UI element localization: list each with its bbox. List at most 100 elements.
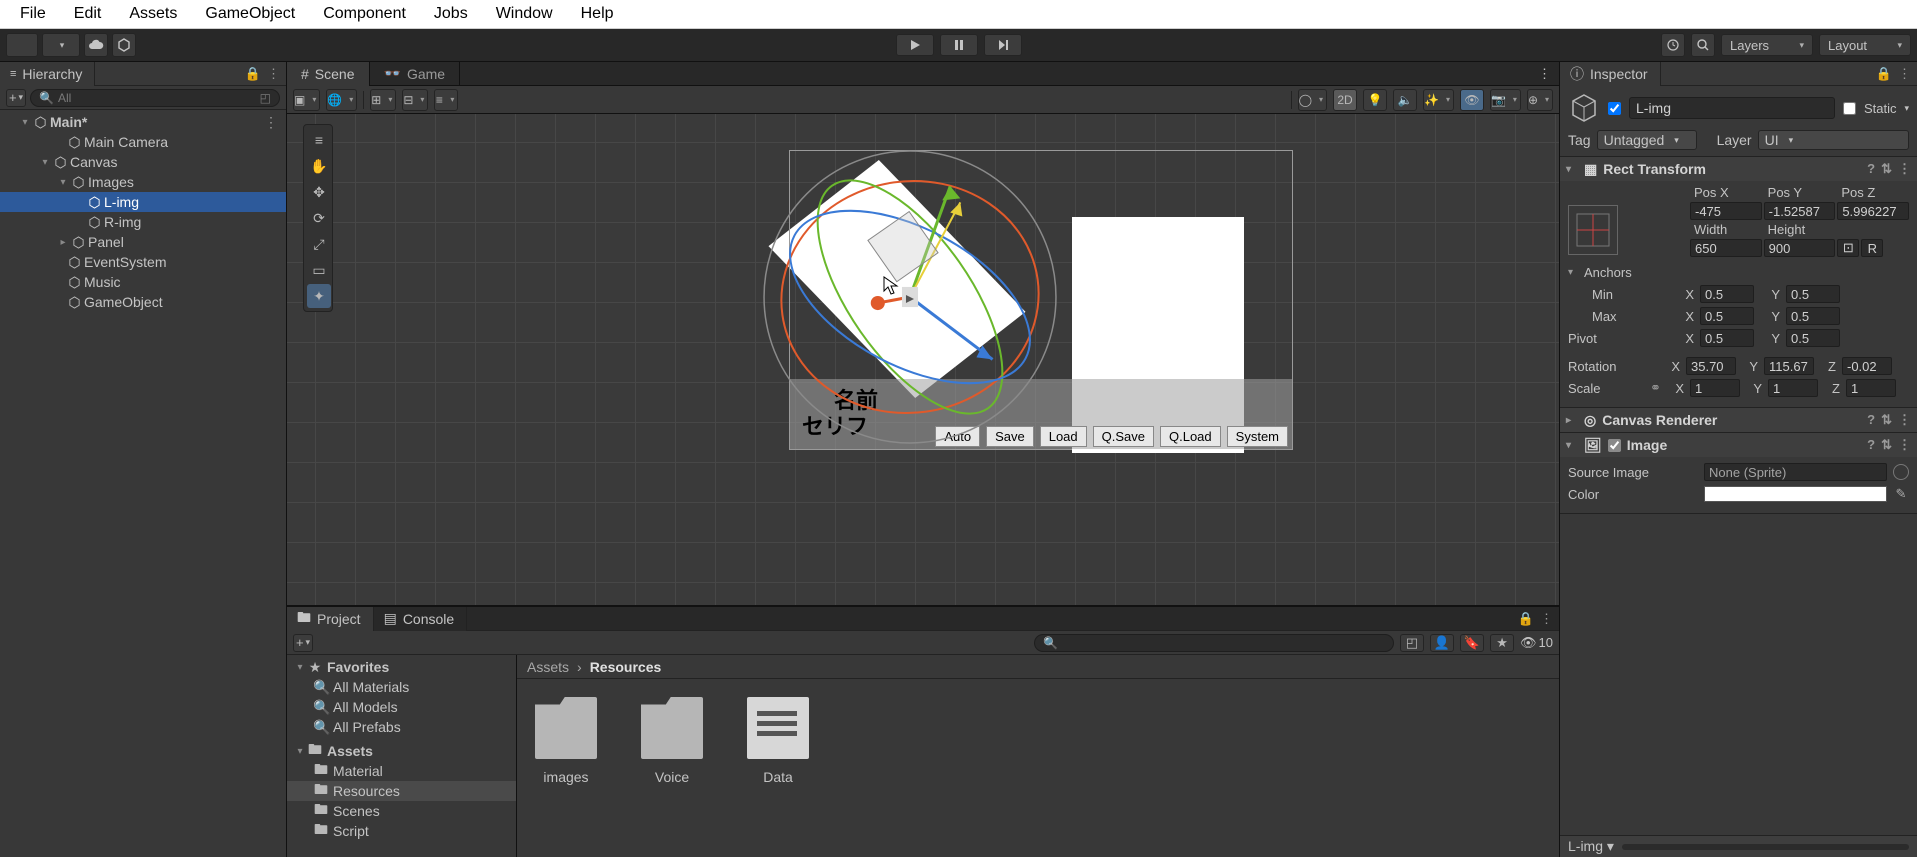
breadcrumb-current[interactable]: Resources — [590, 659, 662, 675]
help-icon[interactable]: ? — [1867, 161, 1875, 177]
drawmode-dropdown[interactable]: ▣ — [293, 89, 320, 111]
menu-assets[interactable]: Assets — [115, 1, 191, 27]
step-button[interactable] — [984, 34, 1022, 56]
filter-by-label-button[interactable]: 👤 — [1430, 634, 1454, 652]
component-menu-icon[interactable]: ⋮ — [1898, 161, 1911, 177]
eyedropper-button[interactable]: ✎ — [1893, 486, 1909, 502]
tree-row[interactable]: GameObject — [0, 292, 286, 312]
account-button[interactable] — [6, 33, 38, 57]
audio-toggle[interactable]: 🔈 — [1393, 89, 1417, 111]
hand-tool[interactable]: ✋ — [307, 154, 331, 178]
project-search-input[interactable]: 🔍 — [1034, 634, 1394, 652]
raw-edit-button[interactable]: R — [1861, 239, 1883, 257]
pivot-y-field[interactable]: 0.5 — [1786, 329, 1840, 347]
project-lock-icon[interactable]: 🔒 — [1518, 611, 1534, 627]
project-tab[interactable]: 🖿 Project — [287, 607, 374, 631]
expand-icon[interactable]: ▸ — [1566, 415, 1578, 426]
hierarchy-menu-icon[interactable]: ⋮ — [267, 66, 280, 82]
favorite-item[interactable]: 🔍All Materials — [287, 677, 516, 697]
tree-row[interactable]: Music — [0, 272, 286, 292]
blueprint-button[interactable]: ⊡ — [1837, 239, 1859, 257]
link-icon[interactable]: ⚭ — [1650, 380, 1666, 396]
inspector-lock-icon[interactable]: 🔒 — [1876, 66, 1892, 82]
rect-tool[interactable]: ▭ — [307, 258, 331, 282]
transform-tool[interactable]: ✦ — [307, 284, 331, 308]
anchor-min-y-field[interactable]: 0.5 — [1786, 285, 1840, 303]
expand-icon[interactable]: ▾ — [18, 117, 32, 128]
account-dropdown[interactable] — [42, 33, 80, 57]
preset-icon[interactable]: ⇅ — [1881, 437, 1892, 453]
2d-toggle[interactable]: 2D — [1333, 89, 1357, 111]
qload-button[interactable]: Q.Load — [1160, 426, 1221, 447]
expand-icon[interactable]: ▾ — [1566, 164, 1578, 175]
scene-panel-menu-icon[interactable]: ⋮ — [1538, 66, 1551, 81]
save-button[interactable]: Save — [986, 426, 1034, 447]
pivot-x-field[interactable]: 0.5 — [1700, 329, 1754, 347]
asset-item[interactable]: images — [535, 697, 597, 785]
height-field[interactable]: 900 — [1764, 239, 1836, 257]
anchor-preset-button[interactable] — [1568, 205, 1618, 255]
scene-menu-icon[interactable]: ⋮ — [264, 114, 278, 131]
hierarchy-tab[interactable]: ≡ Hierarchy — [0, 62, 95, 86]
tree-row[interactable]: ▾Images — [0, 172, 286, 192]
help-icon[interactable]: ? — [1867, 412, 1875, 428]
layout-dropdown[interactable]: Layout — [1819, 34, 1911, 56]
load-button[interactable]: Load — [1040, 426, 1087, 447]
folder-item[interactable]: 🖿Scenes — [287, 801, 516, 821]
rot-y-field[interactable]: 115.67 — [1764, 357, 1814, 375]
anchor-max-x-field[interactable]: 0.5 — [1700, 307, 1754, 325]
package-button[interactable] — [112, 33, 136, 57]
preset-icon[interactable]: ⇅ — [1881, 161, 1892, 177]
tree-row[interactable]: ▾Canvas — [0, 152, 286, 172]
fx-dropdown[interactable]: ✨ — [1423, 89, 1454, 111]
source-image-field[interactable]: None (Sprite) — [1704, 463, 1887, 481]
favorite-item[interactable]: 🔍All Models — [287, 697, 516, 717]
filter-by-type-button[interactable]: ◰ — [1400, 634, 1424, 652]
favorite-item[interactable]: 🔍All Prefabs — [287, 717, 516, 737]
expand-icon[interactable]: ▾ — [1566, 440, 1578, 451]
scene-viewport[interactable]: ≡ ✋ ✥ ⟳ ⤢ ▭ ✦ 名前 セリフ Auto Save — [287, 114, 1559, 605]
object-name-field[interactable]: L-img — [1629, 97, 1835, 119]
expand-icon[interactable]: ▾ — [56, 177, 70, 188]
shading-dropdown[interactable]: 🌐 — [326, 89, 357, 111]
scene-row[interactable]: ▾ Main* ⋮ — [0, 112, 286, 132]
rotate-tool[interactable]: ⟳ — [307, 206, 331, 230]
expand-icon[interactable]: ▾ — [1568, 267, 1580, 278]
rot-z-field[interactable]: -0.02 — [1842, 357, 1892, 375]
project-create-button[interactable]: + — [293, 634, 313, 652]
menu-jobs[interactable]: Jobs — [420, 1, 482, 27]
system-button[interactable]: System — [1227, 426, 1288, 447]
tree-row-selected[interactable]: L-img — [0, 192, 286, 212]
project-menu-icon[interactable]: ⋮ — [1540, 611, 1553, 627]
help-icon[interactable]: ? — [1867, 437, 1875, 453]
scale-y-field[interactable]: 1 — [1768, 379, 1818, 397]
color-field[interactable] — [1704, 486, 1887, 502]
posy-field[interactable]: -1.52587 — [1764, 202, 1836, 220]
active-checkbox[interactable] — [1608, 102, 1621, 115]
component-menu-icon[interactable]: ⋮ — [1898, 412, 1911, 428]
camera-dropdown[interactable]: 📷 — [1490, 89, 1521, 111]
asset-label-dropdown[interactable]: L-img ▾ — [1568, 838, 1614, 855]
chevron-down-icon[interactable]: ▾ — [1904, 103, 1909, 114]
move-tool[interactable]: ✥ — [307, 180, 331, 204]
menu-help[interactable]: Help — [567, 1, 628, 27]
posz-field[interactable]: 5.996227 — [1837, 202, 1909, 220]
object-picker-button[interactable] — [1893, 464, 1909, 480]
folder-item[interactable]: 🖿Script — [287, 821, 516, 841]
grip-icon[interactable]: ≡ — [307, 128, 331, 152]
cloud-button[interactable] — [84, 33, 108, 57]
breadcrumb-root[interactable]: Assets — [527, 659, 569, 675]
hierarchy-search-input[interactable]: 🔍 All ◰ — [30, 89, 280, 107]
anchor-min-x-field[interactable]: 0.5 — [1700, 285, 1754, 303]
game-tab[interactable]: 👓 Game — [370, 62, 461, 86]
layers-dropdown[interactable]: Layers — [1721, 34, 1813, 56]
favorite-button[interactable]: ★ — [1490, 634, 1514, 652]
debug-draw-dropdown[interactable]: ◯ — [1298, 89, 1327, 111]
tree-row[interactable]: EventSystem — [0, 252, 286, 272]
rot-x-field[interactable]: 35.70 — [1686, 357, 1736, 375]
menu-edit[interactable]: Edit — [60, 1, 116, 27]
hierarchy-create-button[interactable]: + — [6, 89, 26, 107]
width-field[interactable]: 650 — [1690, 239, 1762, 257]
hierarchy-search-filter-icon[interactable]: ◰ — [260, 91, 271, 105]
inspector-tab[interactable]: ⓘ Inspector — [1560, 62, 1661, 86]
